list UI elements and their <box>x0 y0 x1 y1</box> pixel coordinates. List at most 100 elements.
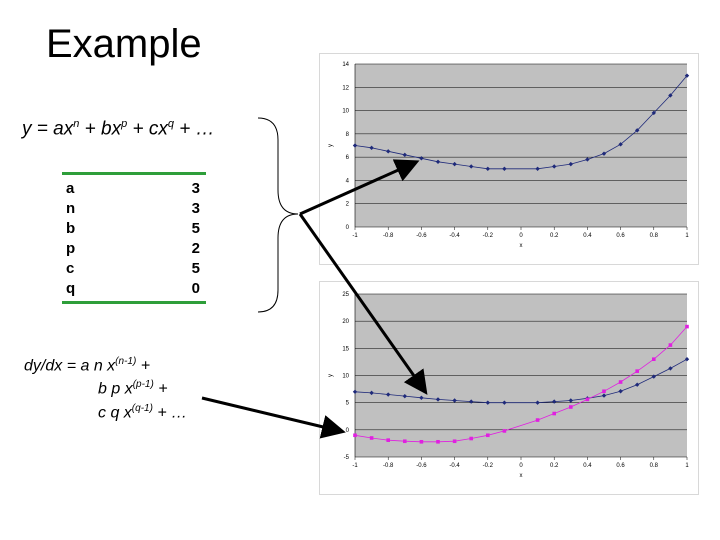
param-name: c <box>66 260 75 277</box>
x-tick-label: 0.2 <box>550 463 559 469</box>
data-point <box>585 157 590 162</box>
data-point <box>651 374 656 379</box>
data-point <box>386 438 390 442</box>
data-point <box>485 166 490 171</box>
data-point <box>419 156 424 161</box>
data-point <box>618 142 623 147</box>
y-tick-label: 12 <box>342 85 349 91</box>
derivative-exponent: (n-1) <box>115 356 137 367</box>
table-top-rule <box>62 172 206 175</box>
data-point <box>668 93 673 98</box>
data-point <box>386 149 391 154</box>
data-point <box>436 439 440 444</box>
data-point <box>352 389 358 394</box>
x-tick-label: 0.4 <box>583 463 592 469</box>
derivative-term: a n x <box>80 357 116 375</box>
derivative-line-1: dy/dx = a n x(n-1) + <box>24 352 187 375</box>
x-tick-label: 1 <box>685 463 689 469</box>
data-point <box>352 143 358 148</box>
y-tick-label: 0 <box>346 428 350 434</box>
x-tick-label: -0.2 <box>483 463 494 469</box>
chart-top-svg: 0 2 4 6 8 10 12 14 -1 -0.8 -0.6 -0.4 -0.2 0 0.2 0.4 0.6 0… <box>328 62 690 249</box>
param-value: 0 <box>191 280 200 297</box>
data-point <box>353 433 357 438</box>
data-point <box>502 166 507 171</box>
x-tick-label: 0.6 <box>616 233 625 239</box>
chart-top: 0 2 4 6 8 10 12 14 -1 -0.8 -0.6 -0.4 -0.2 0 0.2 0.4 0.6 0… <box>319 53 699 265</box>
data-point <box>602 389 606 394</box>
slide-title: Example <box>46 22 202 66</box>
data-point <box>684 73 690 78</box>
data-point <box>469 399 474 404</box>
derivative-exponent: (q-1) <box>131 402 153 414</box>
data-point <box>685 324 689 329</box>
data-point <box>469 164 474 169</box>
x-tick-label: 0.2 <box>550 233 559 239</box>
param-value: 5 <box>191 220 200 237</box>
formula-part: + cx <box>127 118 168 140</box>
param-value: 2 <box>191 240 200 257</box>
data-point <box>668 366 673 371</box>
data-point <box>369 145 374 151</box>
plot-area <box>355 64 687 227</box>
chart-bottom: -5 0 5 10 15 20 25 -1 -0.8 -0.6 -0.4 -0.2 0 0.2 0.4 0.6… <box>319 281 699 495</box>
data-point <box>403 439 407 444</box>
formula-part: y = ax <box>22 118 74 140</box>
data-point <box>369 390 374 396</box>
x-tick-label: -1 <box>352 233 358 239</box>
data-point <box>485 400 490 405</box>
param-value: 5 <box>191 260 200 277</box>
data-point <box>435 159 441 164</box>
x-tick-label: 0.8 <box>650 233 659 239</box>
y-tick-label: -5 <box>344 455 350 461</box>
y-tick-label: 25 <box>342 292 349 298</box>
data-point <box>419 395 424 400</box>
data-point <box>452 398 457 403</box>
series-line-0 <box>354 75 688 170</box>
y-tick-label: 14 <box>342 62 349 68</box>
data-point <box>585 397 590 402</box>
param-name: n <box>66 200 76 217</box>
data-point <box>502 429 507 433</box>
polynomial-formula: y = axn + bxp + cxq + … <box>22 118 215 140</box>
x-tick-label: -0.8 <box>383 463 394 469</box>
data-point <box>569 405 573 409</box>
data-point <box>469 436 473 441</box>
param-name: b <box>66 220 76 237</box>
data-point <box>369 436 374 440</box>
x-tick-label: 0.6 <box>616 463 625 469</box>
formula-part: + bx <box>79 118 122 140</box>
y-tick-label: 8 <box>346 132 350 138</box>
series-line-1 <box>354 326 688 443</box>
x-tick-label: 0 <box>519 233 523 239</box>
y-axis-label: y <box>328 374 334 377</box>
exponent-p: p <box>121 118 128 130</box>
y-tick-label: 10 <box>342 109 349 115</box>
y-axis-label: y <box>328 144 334 147</box>
data-point <box>452 439 457 444</box>
derivative-line-3: c q x(q-1) + … <box>24 399 187 422</box>
table-bottom-rule <box>62 301 206 304</box>
x-tick-label: -0.4 <box>449 233 460 239</box>
x-tick-label: 0.8 <box>650 463 659 469</box>
derivative-term: c q x <box>98 403 132 421</box>
y-tick-label: 0 <box>346 225 350 231</box>
x-tick-label: -0.2 <box>483 233 494 239</box>
exponent-q: q <box>167 118 174 130</box>
derivative-plus: + … <box>152 403 188 421</box>
param-name: q <box>66 280 76 297</box>
curly-brace <box>257 117 299 313</box>
y-tick-label: 10 <box>342 374 349 380</box>
data-point <box>402 152 407 158</box>
data-point <box>618 389 623 394</box>
data-point <box>652 357 656 361</box>
x-axis-label: x <box>520 473 523 479</box>
x-axis-label: x <box>520 243 523 249</box>
